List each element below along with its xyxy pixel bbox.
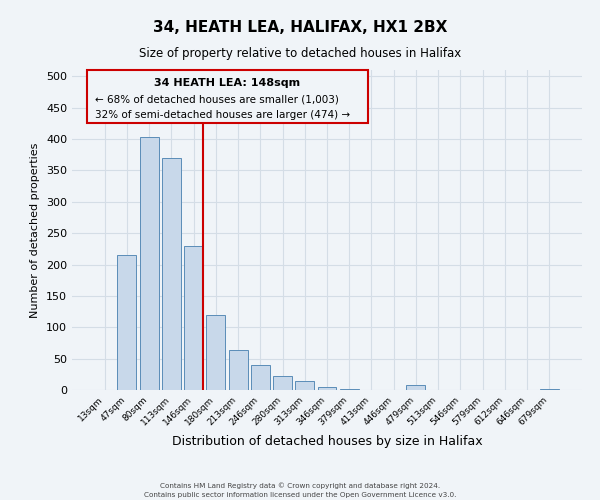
Text: 32% of semi-detached houses are larger (474) →: 32% of semi-detached houses are larger (… [95,110,350,120]
Bar [140,137,158,390]
Text: Size of property relative to detached houses in Halifax: Size of property relative to detached ho… [139,48,461,60]
Text: ← 68% of detached houses are smaller (1,003): ← 68% of detached houses are smaller (1,… [95,94,339,104]
Bar [273,376,292,390]
Text: 34, HEATH LEA, HALIFAX, HX1 2BX: 34, HEATH LEA, HALIFAX, HX1 2BX [153,20,447,35]
Bar [206,314,225,390]
Bar [406,385,425,390]
Bar [340,388,359,390]
Bar [251,365,270,390]
FancyBboxPatch shape [88,70,368,123]
Bar [118,255,136,390]
Text: Contains HM Land Registry data © Crown copyright and database right 2024.
Contai: Contains HM Land Registry data © Crown c… [144,482,456,498]
Bar [229,350,248,390]
Bar [540,388,559,390]
Text: 34 HEATH LEA: 148sqm: 34 HEATH LEA: 148sqm [154,78,301,88]
Bar [162,158,181,390]
Y-axis label: Number of detached properties: Number of detached properties [31,142,40,318]
Bar [184,246,203,390]
Bar [295,381,314,390]
Bar [317,387,337,390]
X-axis label: Distribution of detached houses by size in Halifax: Distribution of detached houses by size … [172,436,482,448]
